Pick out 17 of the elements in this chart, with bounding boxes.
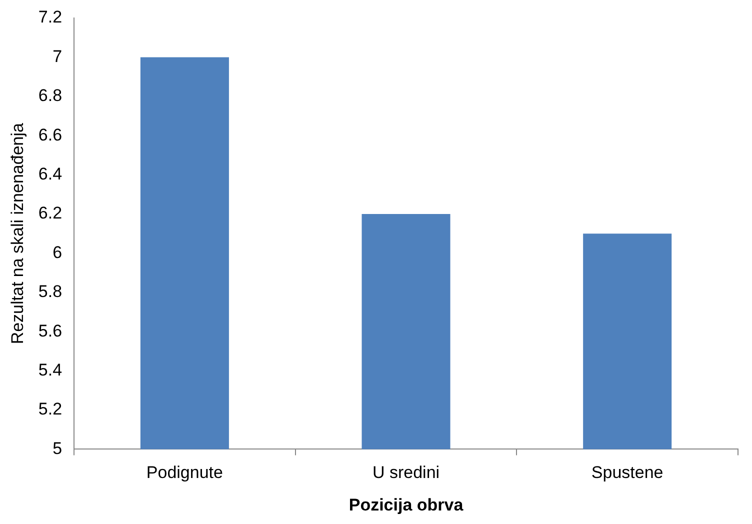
y-tick-label: 5.4 — [38, 360, 62, 380]
y-tick-label: 6.8 — [38, 86, 62, 106]
y-axis-title: Rezultat na skali iznenađenja — [8, 122, 27, 344]
y-tick-label: 6.2 — [38, 204, 62, 223]
y-tick-label: 6.4 — [38, 164, 62, 184]
x-tick-label: Spustene — [591, 463, 664, 482]
y-tick-label: 5.6 — [38, 321, 62, 340]
y-tick-label: 7 — [52, 46, 62, 66]
y-tick-label: 5 — [52, 438, 62, 458]
y-tick-label: 7.2 — [38, 8, 62, 27]
x-tick-label: Podignute — [146, 463, 223, 482]
x-tick-label: U sredini — [372, 463, 440, 482]
y-tick-label: 6 — [52, 242, 62, 262]
y-tick-label: 5.8 — [38, 282, 62, 302]
y-tick-label: 6.6 — [38, 125, 62, 144]
y-tick-label: 5.2 — [38, 400, 62, 419]
x-axis-title: Pozicija obrva — [348, 495, 464, 514]
